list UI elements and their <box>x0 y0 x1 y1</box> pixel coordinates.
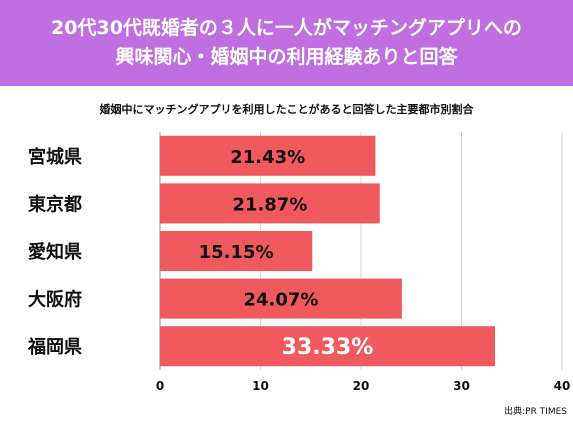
x-tick-label: 30 <box>453 379 470 393</box>
x-tick-label: 0 <box>156 379 164 393</box>
bar-3 <box>160 278 402 319</box>
bar-2 <box>160 231 313 271</box>
x-tick-label: 20 <box>353 379 370 393</box>
data-label: 33.33% <box>282 335 374 360</box>
bar-1 <box>160 183 380 224</box>
header-title-line1: 20代30代既婚者の３人に一人がマッチングアプリへの <box>51 17 522 39</box>
category-label: 福岡県 <box>27 336 82 358</box>
data-label: 15.15% <box>199 242 274 263</box>
x-tick-label: 10 <box>252 379 269 393</box>
data-label: 24.07% <box>243 290 318 311</box>
bar-0 <box>160 135 376 176</box>
category-label: 東京都 <box>28 193 82 215</box>
header-banner: 20代30代既婚者の３人に一人がマッチングアプリへの 興味関心・婚姻中の利用経験… <box>0 0 573 86</box>
category-label: 大阪府 <box>28 289 82 311</box>
category-label: 愛知県 <box>28 241 82 263</box>
header-title-line2: 興味関心・婚姻中の利用経験ありと回答 <box>115 46 458 68</box>
bar-4 <box>160 326 495 367</box>
source-credit: 出典:PR TIMES <box>504 407 567 417</box>
data-label: 21.87% <box>232 194 307 215</box>
x-tick-label: 40 <box>554 379 571 393</box>
data-label: 21.43% <box>230 147 305 168</box>
category-label: 宮城県 <box>28 146 82 168</box>
chart-title: 婚姻中にマッチングアプリを利用したことがあると回答した主要都市別割合 <box>99 103 474 116</box>
